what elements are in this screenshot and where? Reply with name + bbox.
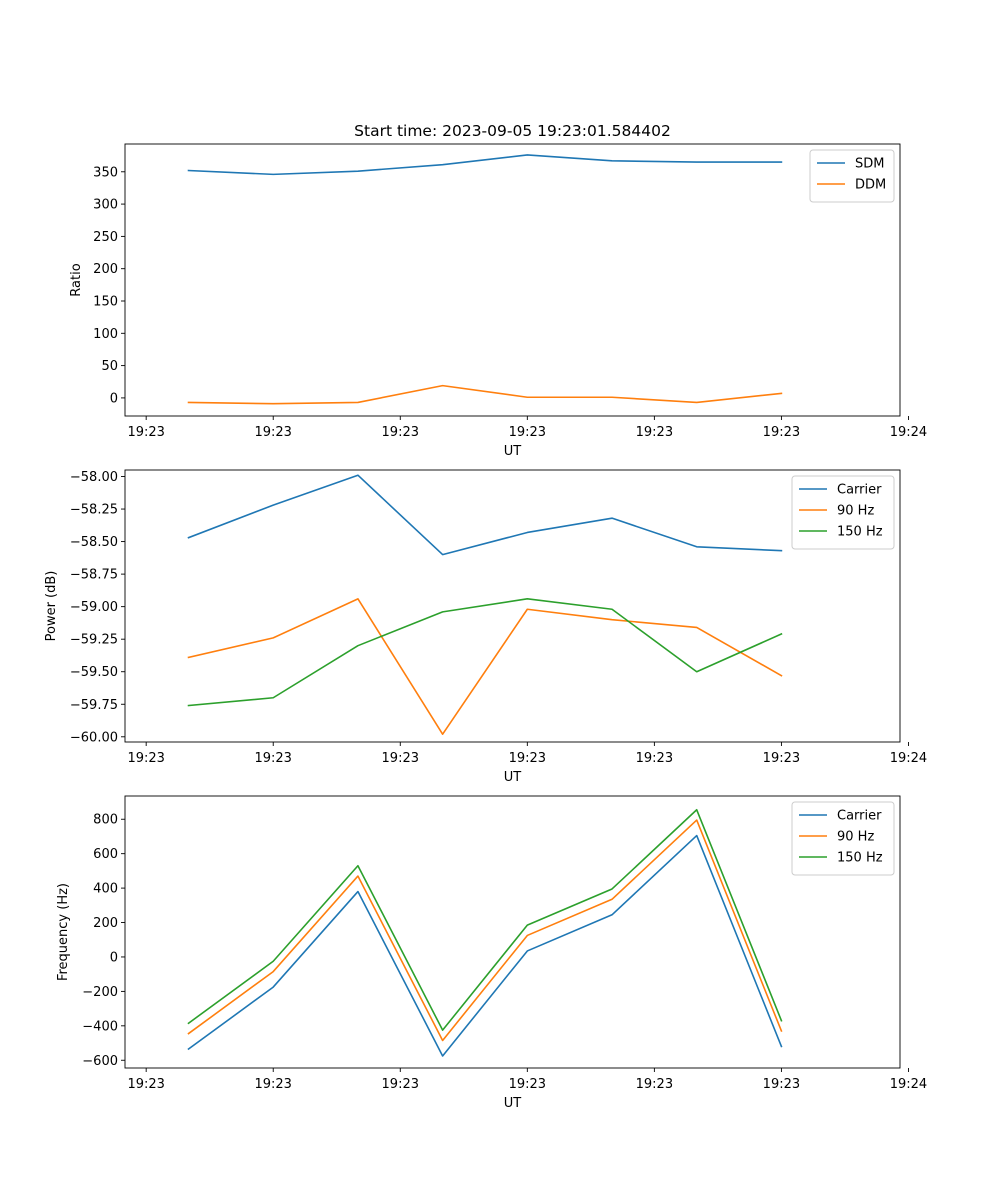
y-tick-label: 0 xyxy=(110,950,118,965)
legend: Carrier 90 Hz 150 Hz xyxy=(791,801,895,876)
legend-label: 150 Hz xyxy=(837,851,883,866)
legend-label: 90 Hz xyxy=(837,830,874,845)
y-tick-label: −59.25 xyxy=(70,633,118,648)
x-axis-label: UT xyxy=(504,770,522,785)
y-tick-label: 200 xyxy=(93,262,118,277)
ratio-panel: 19:23 19:23 19:23 19:23 19:23 19:23 19:24 0 50 10… xyxy=(69,143,927,459)
x-tick-label: 19:23 xyxy=(763,1077,800,1092)
x-tick-label: 19:24 xyxy=(890,1077,927,1092)
y-tick-label: 100 xyxy=(93,327,118,342)
y-axis-label: Frequency (Hz) xyxy=(56,883,71,981)
series-line-90-hz xyxy=(187,598,783,735)
series-line-carrier xyxy=(187,834,783,1057)
axes-frame xyxy=(124,469,901,743)
frequency-panel: 19:23 19:23 19:23 19:23 19:23 19:23 19:24 −600 −… xyxy=(56,795,927,1111)
y-tick-label: 800 xyxy=(93,813,118,828)
y-tick-label: −59.50 xyxy=(70,665,118,680)
y-tick-label: −58.50 xyxy=(70,535,118,550)
series-line-sdm xyxy=(187,154,783,176)
x-tick-label: 19:23 xyxy=(636,1077,673,1092)
x-tick-label: 19:23 xyxy=(127,425,164,440)
y-tick-label: −58.75 xyxy=(70,568,118,583)
y-tick-label: 150 xyxy=(93,294,118,309)
x-tick-label: 19:23 xyxy=(382,425,419,440)
figure-title: Start time: 2023-09-05 19:23:01.584402 xyxy=(354,122,671,140)
x-tick-label: 19:23 xyxy=(382,751,419,766)
legend: Carrier 90 Hz 150 Hz xyxy=(791,475,895,550)
x-tick-label: 19:23 xyxy=(254,751,291,766)
x-tick-label: 19:23 xyxy=(763,425,800,440)
x-axis-label: UT xyxy=(504,1096,522,1111)
y-tick-label: 350 xyxy=(93,165,118,180)
legend-label: SDM xyxy=(855,157,884,172)
y-tick-label: 400 xyxy=(93,882,118,897)
axes-frame xyxy=(124,143,901,417)
x-tick-label: 19:23 xyxy=(254,425,291,440)
x-tick-label: 19:23 xyxy=(382,1077,419,1092)
y-tick-label: −59.75 xyxy=(70,698,118,713)
x-tick-label: 19:23 xyxy=(636,751,673,766)
legend-label: Carrier xyxy=(837,809,882,824)
legend: SDM DDM xyxy=(809,149,895,203)
legend-label: 90 Hz xyxy=(837,504,874,519)
series-line-ddm xyxy=(187,384,783,405)
x-tick-label: 19:23 xyxy=(509,751,546,766)
series-line-150-hz xyxy=(187,598,783,707)
y-tick-label: 300 xyxy=(93,198,118,213)
y-tick-label: 600 xyxy=(93,847,118,862)
x-tick-label: 19:23 xyxy=(763,751,800,766)
y-tick-label: −60.00 xyxy=(70,730,118,745)
legend-label: 150 Hz xyxy=(837,525,883,540)
power-panel: 19:23 19:23 19:23 19:23 19:23 19:23 19:24 −60.0… xyxy=(44,469,927,785)
y-axis-label: Ratio xyxy=(69,263,84,296)
y-tick-label: −600 xyxy=(82,1054,118,1069)
legend-label: Carrier xyxy=(837,483,882,498)
y-axis-label: Power (dB) xyxy=(44,571,59,642)
y-tick-label: 250 xyxy=(93,230,118,245)
y-tick-label: −58.25 xyxy=(70,503,118,518)
y-tick-label: −58.00 xyxy=(70,470,118,485)
x-tick-label: 19:24 xyxy=(890,751,927,766)
y-tick-label: −200 xyxy=(82,985,118,1000)
legend-label: DDM xyxy=(855,178,886,193)
x-tick-label: 19:23 xyxy=(254,1077,291,1092)
x-tick-label: 19:23 xyxy=(509,425,546,440)
x-tick-label: 19:23 xyxy=(127,1077,164,1092)
y-tick-label: 0 xyxy=(110,391,118,406)
series-line-90-hz xyxy=(187,819,783,1042)
x-tick-label: 19:24 xyxy=(890,425,927,440)
x-tick-label: 19:23 xyxy=(636,425,673,440)
x-tick-label: 19:23 xyxy=(509,1077,546,1092)
y-tick-label: 200 xyxy=(93,916,118,931)
y-tick-label: 50 xyxy=(101,359,118,374)
series-line-carrier xyxy=(187,474,783,556)
axes-frame xyxy=(124,795,901,1069)
subplots-container: 19:23 19:23 19:23 19:23 19:23 19:23 19:24 0 50 10… xyxy=(44,143,927,1111)
y-tick-label: −400 xyxy=(82,1019,118,1034)
x-axis-label: UT xyxy=(504,444,522,459)
y-tick-label: −59.00 xyxy=(70,600,118,615)
series-line-150-hz xyxy=(187,808,783,1031)
x-tick-label: 19:23 xyxy=(127,751,164,766)
